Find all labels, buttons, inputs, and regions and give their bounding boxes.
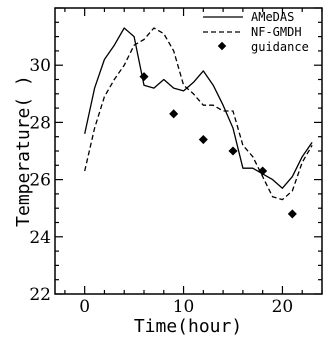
ticks-layer: 0 10 20 22 24 26 28 30: [29, 7, 323, 317]
guidance-point: [228, 146, 238, 156]
y-tick-label: 24: [29, 228, 51, 248]
series-line-amedas: [84, 27, 313, 189]
y-tick-label: 28: [29, 113, 51, 133]
legend-swatch-guidance: [217, 41, 227, 51]
guidance-point: [287, 209, 297, 219]
x-tick-label: 0: [79, 297, 90, 317]
x-tick-label: 10: [173, 297, 195, 317]
y-tick-label: 22: [29, 285, 51, 305]
y-axis-title: Temperature( ): [13, 75, 34, 227]
x-axis-title: Time(hour): [134, 316, 242, 337]
y-tick-label: 26: [29, 171, 51, 191]
series-line-nf-gmdh: [84, 27, 313, 201]
legend: AMeDAS NF-GMDH guidance: [203, 10, 309, 54]
legend-label-nf-gmdh: NF-GMDH: [251, 25, 302, 39]
guidance-point: [139, 72, 149, 82]
legend-label-amedas: AMeDAS: [251, 10, 294, 24]
guidance-point: [198, 135, 208, 145]
lines-layer: [84, 27, 313, 219]
guidance-point: [169, 109, 179, 119]
y-tick-label: 30: [29, 56, 51, 76]
legend-label-guidance: guidance: [251, 40, 309, 54]
x-tick-label: 20: [272, 297, 294, 317]
plot-frame: [54, 7, 323, 295]
guidance-point: [258, 166, 268, 176]
